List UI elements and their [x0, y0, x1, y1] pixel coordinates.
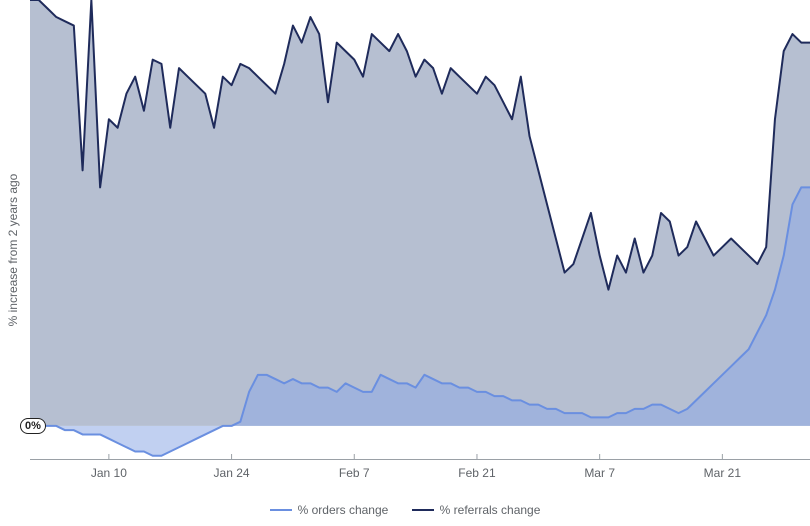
x-tick-label: Feb 21: [458, 466, 495, 480]
y-axis-label: % increase from 2 years ago: [6, 174, 20, 327]
legend-swatch-icon: [412, 509, 434, 511]
x-tick-label: Feb 7: [339, 466, 370, 480]
legend-item-referrals: % referrals change: [412, 503, 541, 517]
legend-swatch-icon: [270, 509, 292, 511]
legend-label: % orders change: [298, 503, 389, 517]
x-tick-label: Mar 7: [584, 466, 615, 480]
area-chart: % increase from 2 years ago 0% Jan 10Jan…: [0, 0, 810, 526]
legend-item-orders: % orders change: [270, 503, 389, 517]
legend-label: % referrals change: [440, 503, 541, 517]
area--referrals-change: [30, 0, 810, 426]
x-tick-label: Mar 21: [704, 466, 741, 480]
x-tick-label: Jan 10: [91, 466, 127, 480]
chart-plot: [30, 0, 810, 460]
x-axis-ticks: Jan 10 Jan 24 Feb 7 Feb 21 Mar 7 Mar 21: [30, 466, 810, 486]
x-tick-label: Jan 24: [214, 466, 250, 480]
chart-legend: % orders change % referrals change: [0, 500, 810, 517]
y-zero-tick: 0%: [20, 418, 46, 434]
